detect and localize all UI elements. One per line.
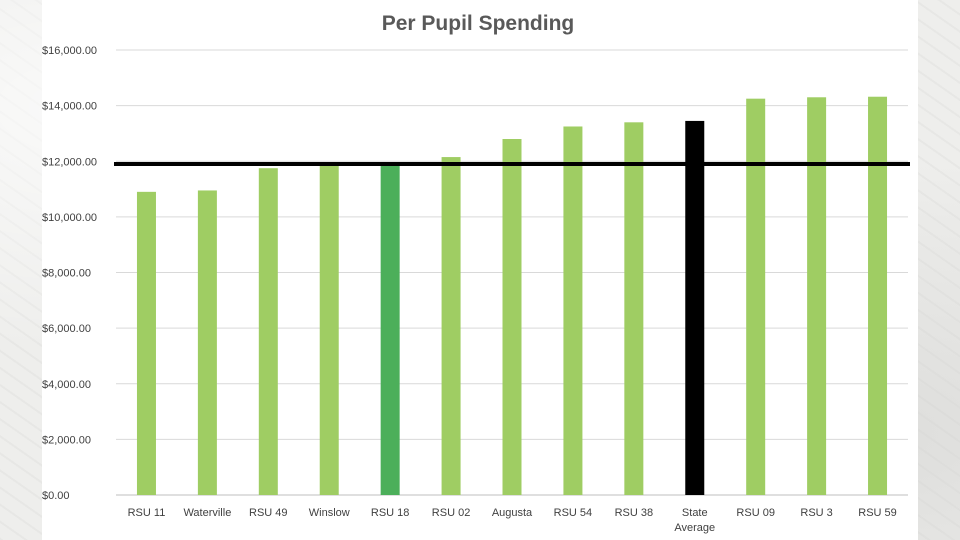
bar-rsu-38 (624, 122, 644, 495)
y-tick-label: $14,000.00 (42, 101, 97, 113)
x-tick-label: RSU 3 (800, 507, 832, 519)
y-axis-ticks: $0.00 $2,000.00 $4,000.00 $6,000.00 $8,000.0… (42, 45, 97, 502)
y-tick-label: $2,000.00 (42, 434, 91, 446)
y-tick-label: $6,000.00 (42, 323, 91, 335)
x-tick-label: RSU 11 (128, 507, 166, 519)
x-tick-label: State Average (674, 507, 715, 534)
x-tick-label: Augusta (492, 507, 533, 519)
bar-rsu-59 (868, 96, 888, 495)
x-tick-label: RSU 18 (371, 507, 410, 519)
x-axis-ticks: RSU 11 Waterville RSU 49 Winslow RSU 18 RSU 0… (128, 507, 897, 534)
bar-rsu-02 (441, 157, 461, 495)
bar-chart: Per Pupil Spending $0.00 $2,000.00 $4,000.… (42, 12, 910, 534)
y-tick-label: $12,000.00 (42, 156, 97, 168)
y-tick-label: $0.00 (42, 490, 70, 502)
bar-rsu-18 (380, 164, 400, 495)
y-tick-label: $16,000.00 (42, 45, 97, 57)
x-tick-label: RSU 02 (432, 507, 471, 519)
bar-rsu-3 (807, 97, 827, 495)
bar-rsu-11 (136, 191, 156, 495)
y-tick-label: $4,000.00 (42, 379, 91, 391)
chart-title: Per Pupil Spending (382, 12, 575, 35)
x-tick-label: Winslow (309, 507, 350, 519)
x-tick-label: RSU 38 (615, 507, 654, 519)
chart-panel: Per Pupil Spending $0.00 $2,000.00 $4,000.… (42, 0, 918, 540)
bar-rsu-49 (258, 168, 278, 495)
y-tick-label: $8,000.00 (42, 268, 91, 280)
bar-state-average (685, 120, 705, 495)
bar-waterville (197, 190, 217, 495)
y-tick-label: $10,000.00 (42, 212, 97, 224)
bar-rsu-54 (563, 126, 583, 495)
x-tick-label: RSU 59 (858, 507, 897, 519)
bars (136, 96, 888, 495)
bar-augusta (502, 139, 522, 495)
x-tick-label: Waterville (183, 507, 231, 519)
x-tick-label: RSU 54 (554, 507, 593, 519)
bar-rsu-09 (746, 98, 766, 495)
x-tick-label: RSU 09 (736, 507, 775, 519)
x-tick-label: RSU 49 (249, 507, 288, 519)
bar-winslow (319, 165, 339, 495)
